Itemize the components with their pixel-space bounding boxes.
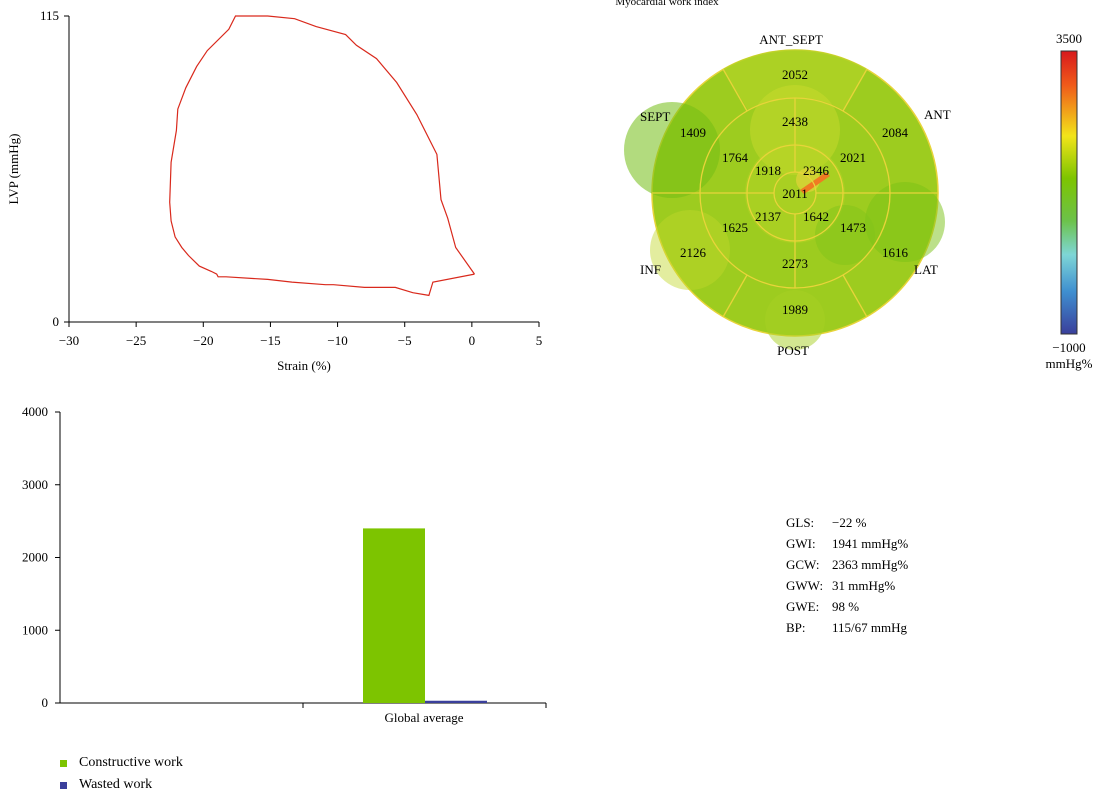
loop-x-tick-label: 5 <box>536 333 543 348</box>
metric-key: GWE: <box>786 599 820 614</box>
color-scale-min: −1000 <box>1052 340 1085 355</box>
metric-value: 115/67 mmHg <box>832 620 907 635</box>
work-bar-chart: 0 1000 2000 3000 4000 Global average <box>22 404 547 725</box>
metric-key: GWW: <box>786 578 824 593</box>
loop-y-ticks: 0 115 <box>40 8 69 329</box>
metric-row: BP: 115/67 mmHg <box>786 617 908 638</box>
bullseye-segment-value: 2011 <box>782 186 808 201</box>
pressure-strain-loop-chart: −30 −25 −20 −15 −10 −5 0 5 0 115 Strain (%) LVP … <box>6 8 542 373</box>
metric-row: GWI: 1941 mmHg% <box>786 533 908 554</box>
myocardial-work-bullseye: Myocardial work index <box>615 0 950 358</box>
bar-y-tick-label: 3000 <box>22 477 48 492</box>
legend-label: Wasted work <box>79 777 153 792</box>
color-scale-unit: mmHg% <box>1046 356 1093 371</box>
bullseye-label-lat: LAT <box>914 262 938 277</box>
bullseye-segment-value: 2052 <box>782 67 808 82</box>
metric-row: GLS: −22 % <box>786 512 908 533</box>
legend-item-constructive: Constructive work <box>60 752 183 774</box>
legend-label: Constructive work <box>79 755 183 770</box>
metric-key: GWI: <box>786 536 816 551</box>
bullseye-segment-value: 1625 <box>722 220 748 235</box>
bullseye-segment-value: 1989 <box>782 302 808 317</box>
metric-value: −22 % <box>832 515 867 530</box>
bullseye-title: Myocardial work index <box>615 0 719 8</box>
bullseye-segment-value: 2126 <box>680 245 707 260</box>
color-scale-gradient <box>1060 50 1078 335</box>
bar-y-tick-label: 2000 <box>22 550 48 565</box>
bar-y-ticks: 0 1000 2000 3000 4000 <box>22 404 60 710</box>
bullseye-segment-value: 1409 <box>680 125 706 140</box>
loop-x-tick-label: −15 <box>260 333 280 348</box>
loop-y-axis-label: LVP (mmHg) <box>6 134 21 205</box>
bullseye-label-sept: SEPT <box>640 109 670 124</box>
metric-value: 1941 mmHg% <box>832 536 909 551</box>
metric-row: GCW: 2363 mmHg% <box>786 554 908 575</box>
global-metrics-panel: GLS: −22 % GWI: 1941 mmHg% GCW: 2363 mmHg% … <box>786 512 908 638</box>
bullseye-label-post: POST <box>777 343 809 358</box>
bullseye-segment-value: 1616 <box>882 245 909 260</box>
legend-swatch <box>60 759 67 767</box>
loop-x-tick-label: 0 <box>469 333 476 348</box>
bar-y-tick-label: 0 <box>42 695 49 710</box>
bar-category-label: Global average <box>384 710 463 725</box>
loop-x-tick-label: −25 <box>126 333 146 348</box>
bullseye-segment-value: 2273 <box>782 256 808 271</box>
bullseye-segment-value: 2346 <box>803 163 830 178</box>
loop-x-tick-label: −5 <box>398 333 412 348</box>
bullseye-segment-value: 1473 <box>840 220 866 235</box>
bar-legend: Constructive work Wasted work <box>60 752 183 796</box>
metric-key: GLS: <box>786 515 815 530</box>
bullseye-segment-value: 1918 <box>755 163 781 178</box>
metric-key: BP: <box>786 620 806 635</box>
loop-x-tick-label: −30 <box>59 333 79 348</box>
bar-y-tick-label: 1000 <box>22 622 48 637</box>
metric-row: GWE: 98 % <box>786 596 908 617</box>
metric-row: GWW: 31 mmHg% <box>786 575 908 596</box>
bullseye-label-ant-sept: ANT_SEPT <box>759 32 823 47</box>
loop-x-tick-label: −20 <box>193 333 213 348</box>
metric-value: 2363 mmHg% <box>832 557 909 572</box>
color-scale-bar: 3500 −1000 mmHg% <box>1046 31 1093 371</box>
legend-item-wasted: Wasted work <box>60 774 183 796</box>
loop-x-ticks: −30 −25 −20 −15 −10 −5 0 5 <box>59 322 542 348</box>
bullseye-shading <box>624 49 945 350</box>
bullseye-segment-value: 1642 <box>803 209 829 224</box>
pressure-strain-loop-line <box>169 15 475 297</box>
bullseye-segment-value: 2084 <box>882 125 909 140</box>
bullseye-segment-value: 2438 <box>782 114 808 129</box>
bullseye-grid <box>652 68 938 318</box>
bullseye-label-inf: INF <box>640 262 661 277</box>
loop-x-axis-label: Strain (%) <box>277 358 331 373</box>
bullseye-segment-value: 2137 <box>755 209 782 224</box>
bar-wasted-work <box>425 700 487 703</box>
metric-value: 98 % <box>832 599 860 614</box>
loop-y-tick-label: 0 <box>53 314 60 329</box>
bullseye-label-ant: ANT <box>924 107 951 122</box>
color-scale-max: 3500 <box>1056 31 1082 46</box>
bar-constructive-work <box>363 528 425 703</box>
metric-value: 31 mmHg% <box>832 578 896 593</box>
legend-swatch <box>60 781 67 789</box>
loop-x-tick-label: −10 <box>327 333 347 348</box>
loop-y-tick-label: 115 <box>40 8 59 23</box>
bullseye-segment-value: 1764 <box>722 150 749 165</box>
bar-marks <box>363 528 487 703</box>
bullseye-hot-streak <box>800 172 830 194</box>
metric-key: GCW: <box>786 557 820 572</box>
bullseye-segment-value: 2021 <box>840 150 866 165</box>
bar-y-tick-label: 4000 <box>22 404 48 419</box>
